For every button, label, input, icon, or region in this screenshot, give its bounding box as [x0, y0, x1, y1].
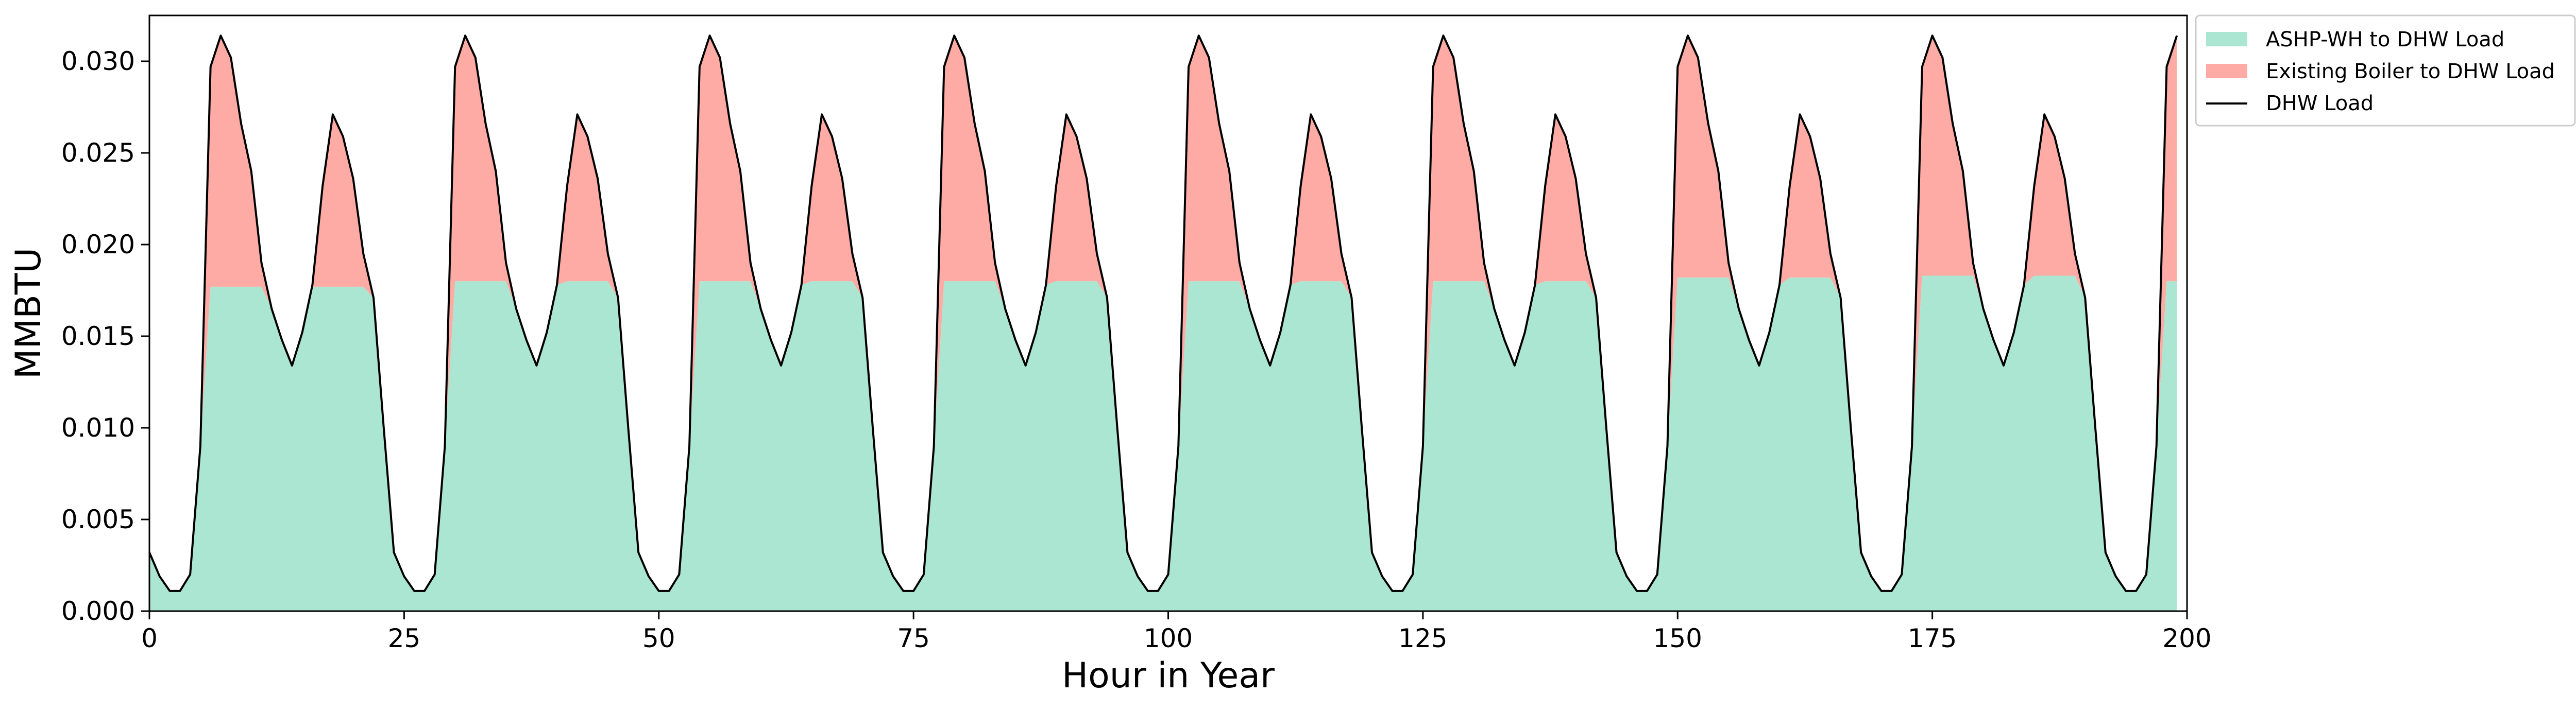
- y-tick-label: 0.020: [61, 230, 135, 259]
- x-tick-label: 75: [897, 623, 930, 653]
- legend: ASHP-WH to DHW Load Existing Boiler to D…: [2195, 14, 2576, 127]
- legend-label-load: DHW Load: [2266, 92, 2374, 115]
- x-tick-label: 50: [642, 623, 675, 653]
- x-axis-title: Hour in Year: [1062, 655, 1275, 696]
- x-tick-label: 175: [1908, 623, 1957, 653]
- x-tick-label: 100: [1144, 623, 1193, 653]
- plot-area: [148, 34, 2178, 611]
- y-axis: 0.000 0.005 0.010 0.015 0.020 0.025 0.030: [61, 46, 149, 626]
- y-tick-label: 0.005: [61, 505, 135, 534]
- x-tick-label: 0: [141, 623, 158, 653]
- x-tick-label: 25: [388, 623, 421, 653]
- legend-label-boiler: Existing Boiler to DHW Load: [2266, 60, 2555, 83]
- x-axis: 0 25 50 75 100 125 150 175 200: [141, 611, 2212, 653]
- x-tick-label: 150: [1653, 623, 1702, 653]
- legend-frame: [2195, 14, 2576, 127]
- y-tick-label: 0.010: [61, 413, 135, 443]
- y-tick-label: 0.030: [61, 46, 135, 76]
- y-tick-label: 0.000: [61, 596, 135, 626]
- x-tick-label: 125: [1398, 623, 1447, 653]
- legend-label-ashp: ASHP-WH to DHW Load: [2266, 28, 2504, 51]
- legend-swatch-ashp: [2206, 32, 2247, 46]
- y-tick-label: 0.025: [61, 138, 135, 168]
- x-tick-label: 200: [2162, 623, 2211, 653]
- y-axis-title: MMBTU: [8, 248, 49, 379]
- y-tick-label: 0.015: [61, 321, 135, 351]
- legend-swatch-boiler: [2206, 64, 2247, 78]
- series-dhw-load-line: [148, 34, 2178, 592]
- series-ashp-wh-area: [149, 275, 2177, 611]
